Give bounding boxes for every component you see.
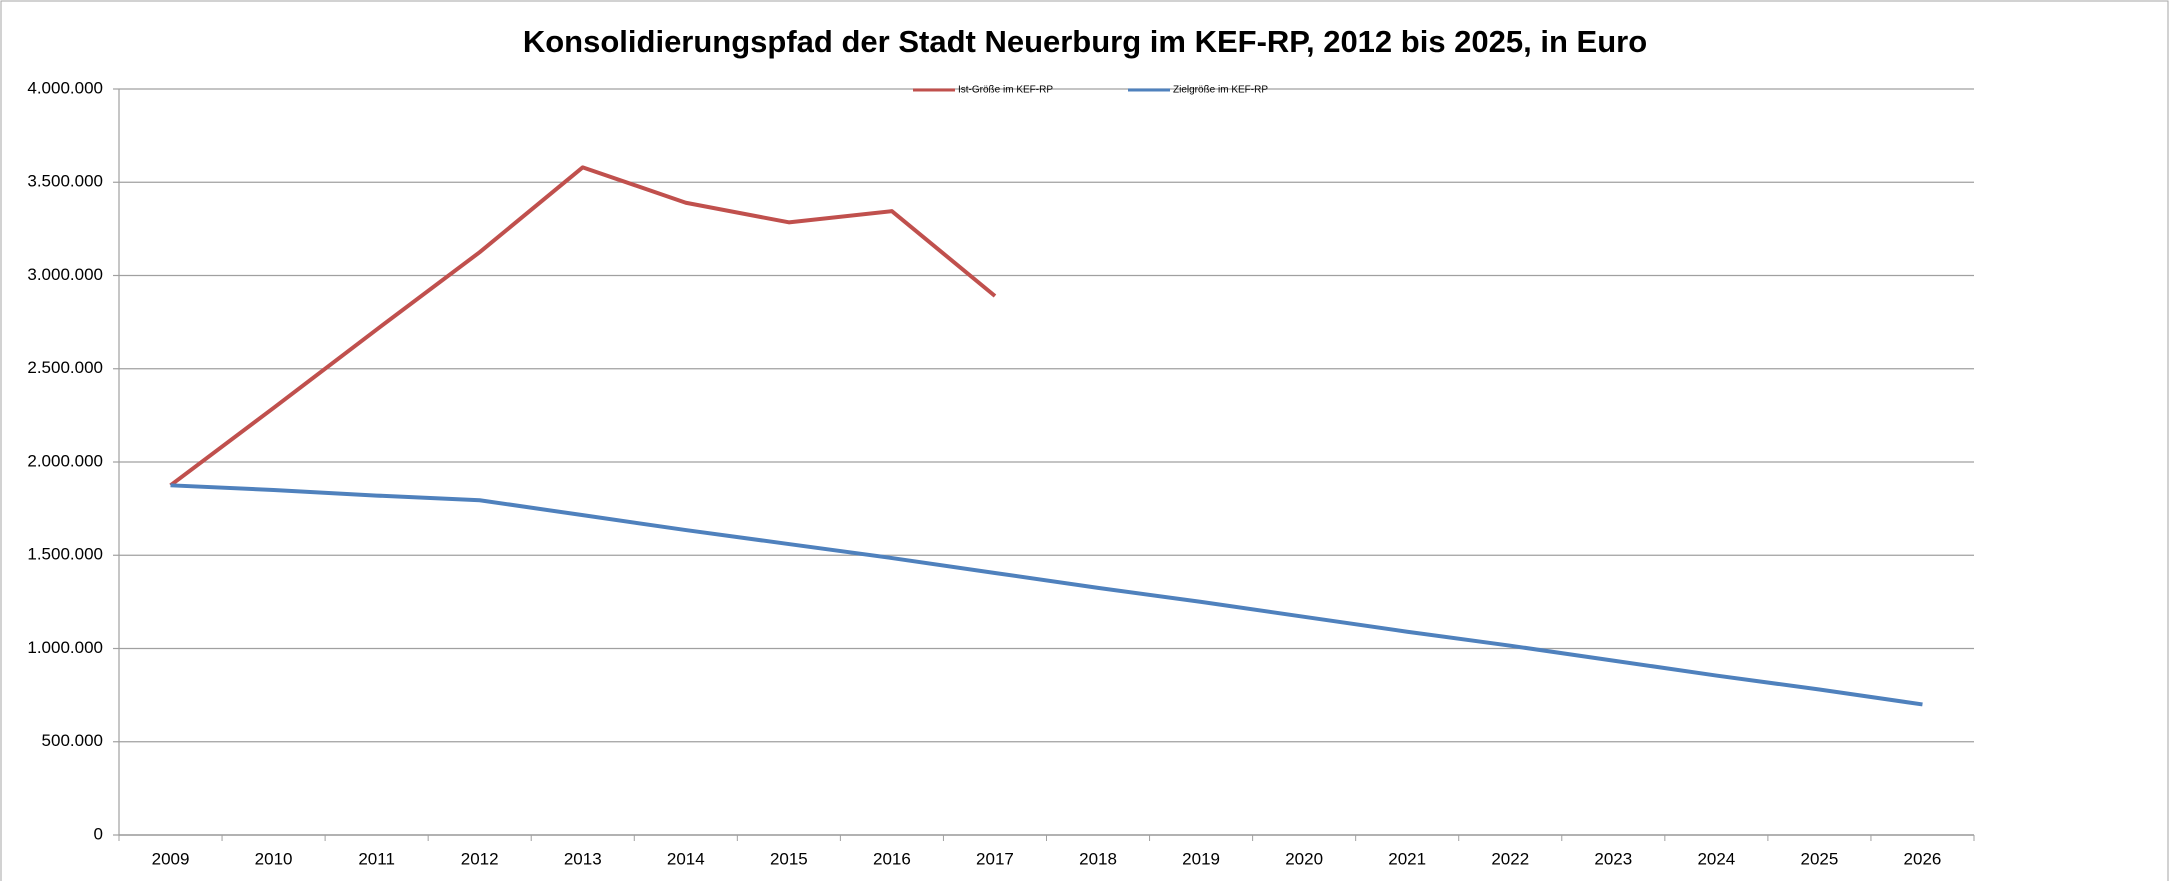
x-tick-label: 2025 [1801, 849, 1839, 868]
x-tick-label: 2018 [1079, 849, 1117, 868]
x-tick-label: 2014 [667, 849, 705, 868]
y-tick-label: 2.500.000 [27, 358, 103, 377]
x-tick-label: 2020 [1285, 849, 1323, 868]
x-tick-label: 2022 [1491, 849, 1529, 868]
chart-title: Konsolidierungspfad der Stadt Neuerburg … [523, 24, 1647, 59]
x-tick-label: 2026 [1904, 849, 1942, 868]
x-tick-label: 2021 [1388, 849, 1426, 868]
x-tick-label: 2019 [1182, 849, 1220, 868]
y-tick-label: 1.000.000 [27, 638, 103, 657]
y-tick-label: 3.500.000 [27, 172, 103, 191]
y-tick-label: 4.000.000 [27, 78, 103, 97]
x-tick-label: 2011 [358, 849, 395, 868]
series-line [170, 483, 1923, 707]
x-tick-label: 2023 [1594, 849, 1632, 868]
series-line [169, 165, 997, 487]
x-tick-label: 2009 [152, 849, 190, 868]
y-tick-label: 0 [94, 824, 103, 843]
x-tick-label: 2017 [976, 849, 1014, 868]
x-tick-label: 2013 [564, 849, 602, 868]
y-tick-label: 1.500.000 [27, 545, 103, 564]
x-tick-label: 2012 [461, 849, 499, 868]
x-tick-label: 2010 [255, 849, 293, 868]
y-tick-label: 500.000 [42, 731, 103, 750]
legend-label: Ist-Größe im KEF-RP [958, 85, 1053, 96]
y-tick-label: 3.000.000 [27, 265, 103, 284]
x-tick-label: 2016 [873, 849, 911, 868]
y-tick-label: 2.000.000 [27, 451, 103, 470]
x-tick-label: 2024 [1697, 849, 1735, 868]
legend-label: Zielgröße im KEF-RP [1173, 85, 1268, 96]
x-tick-label: 2015 [770, 849, 808, 868]
